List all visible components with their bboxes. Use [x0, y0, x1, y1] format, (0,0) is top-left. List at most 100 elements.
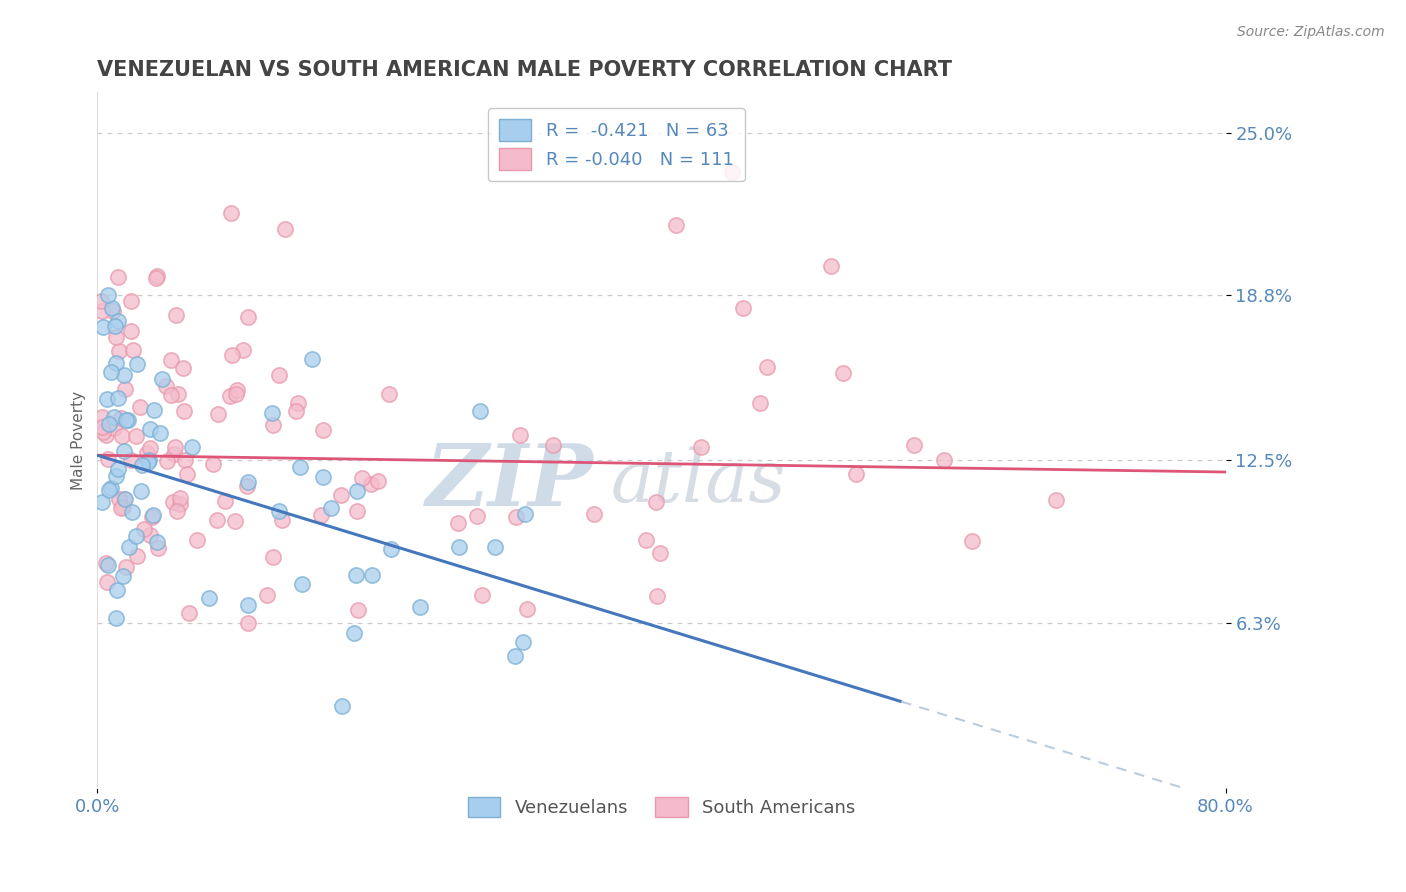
- Point: [107, 391, 129, 405]
- Point: [221, 206, 243, 220]
- Point: [122, 343, 145, 357]
- Point: [820, 259, 842, 273]
- Point: [367, 474, 389, 488]
- Point: [235, 478, 257, 492]
- Point: [291, 577, 314, 591]
- Point: [105, 582, 128, 597]
- Point: [447, 516, 470, 530]
- Point: [114, 491, 136, 506]
- Point: [756, 360, 779, 375]
- Point: [221, 347, 243, 361]
- Point: [91, 319, 114, 334]
- Point: [169, 491, 191, 506]
- Point: [104, 330, 127, 344]
- Point: [96, 392, 118, 407]
- Point: [256, 588, 278, 602]
- Point: [97, 288, 120, 302]
- Point: [110, 429, 132, 443]
- Point: [135, 446, 157, 460]
- Point: [129, 400, 152, 414]
- Point: [138, 452, 160, 467]
- Point: [145, 268, 167, 283]
- Point: [138, 455, 160, 469]
- Point: [319, 500, 342, 515]
- Point: [329, 488, 352, 502]
- Point: [139, 422, 162, 436]
- Point: [505, 649, 527, 664]
- Point: [360, 477, 382, 491]
- Point: [114, 412, 136, 426]
- Point: [160, 387, 183, 401]
- Point: [156, 454, 179, 468]
- Point: [690, 440, 713, 454]
- Point: [232, 343, 254, 357]
- Point: [125, 428, 148, 442]
- Point: [124, 529, 146, 543]
- Point: [262, 550, 284, 565]
- Text: atlas: atlas: [610, 447, 786, 517]
- Point: [344, 567, 367, 582]
- Text: Source: ZipAtlas.com: Source: ZipAtlas.com: [1237, 25, 1385, 39]
- Point: [90, 420, 112, 434]
- Point: [509, 428, 531, 442]
- Point: [236, 475, 259, 490]
- Point: [1045, 493, 1067, 508]
- Point: [288, 460, 311, 475]
- Point: [516, 602, 538, 616]
- Point: [134, 522, 156, 536]
- Point: [155, 379, 177, 393]
- Point: [117, 540, 139, 554]
- Point: [108, 492, 131, 507]
- Point: [107, 462, 129, 476]
- Point: [120, 294, 142, 309]
- Point: [166, 504, 188, 518]
- Point: [903, 438, 925, 452]
- Point: [110, 501, 132, 516]
- Point: [121, 505, 143, 519]
- Point: [112, 491, 135, 506]
- Point: [131, 458, 153, 472]
- Point: [139, 528, 162, 542]
- Point: [129, 484, 152, 499]
- Point: [238, 615, 260, 630]
- Point: [312, 469, 335, 483]
- Point: [125, 549, 148, 563]
- Point: [139, 441, 162, 455]
- Point: [90, 294, 112, 309]
- Point: [844, 467, 866, 481]
- Point: [143, 403, 166, 417]
- Point: [484, 540, 506, 554]
- Point: [274, 222, 297, 236]
- Point: [174, 453, 197, 467]
- Point: [104, 318, 127, 333]
- Point: [198, 591, 221, 605]
- Text: ZIP: ZIP: [426, 440, 593, 524]
- Point: [163, 440, 186, 454]
- Point: [512, 634, 534, 648]
- Point: [142, 508, 165, 522]
- Point: [111, 500, 134, 515]
- Point: [160, 352, 183, 367]
- Point: [96, 575, 118, 590]
- Text: VENEZUELAN VS SOUTH AMERICAN MALE POVERTY CORRELATION CHART: VENEZUELAN VS SOUTH AMERICAN MALE POVERT…: [97, 60, 952, 79]
- Point: [112, 368, 135, 382]
- Point: [104, 611, 127, 625]
- Y-axis label: Male Poverty: Male Poverty: [72, 391, 86, 490]
- Point: [271, 513, 294, 527]
- Point: [749, 396, 772, 410]
- Point: [176, 467, 198, 482]
- Point: [471, 588, 494, 602]
- Point: [380, 541, 402, 556]
- Point: [91, 425, 114, 439]
- Legend: Venezuelans, South Americans: Venezuelans, South Americans: [460, 789, 862, 824]
- Point: [207, 407, 229, 421]
- Point: [449, 540, 471, 554]
- Point: [287, 395, 309, 409]
- Point: [165, 308, 187, 322]
- Point: [262, 417, 284, 432]
- Point: [301, 351, 323, 366]
- Point: [214, 494, 236, 508]
- Point: [110, 410, 132, 425]
- Point: [141, 510, 163, 524]
- Point: [312, 423, 335, 437]
